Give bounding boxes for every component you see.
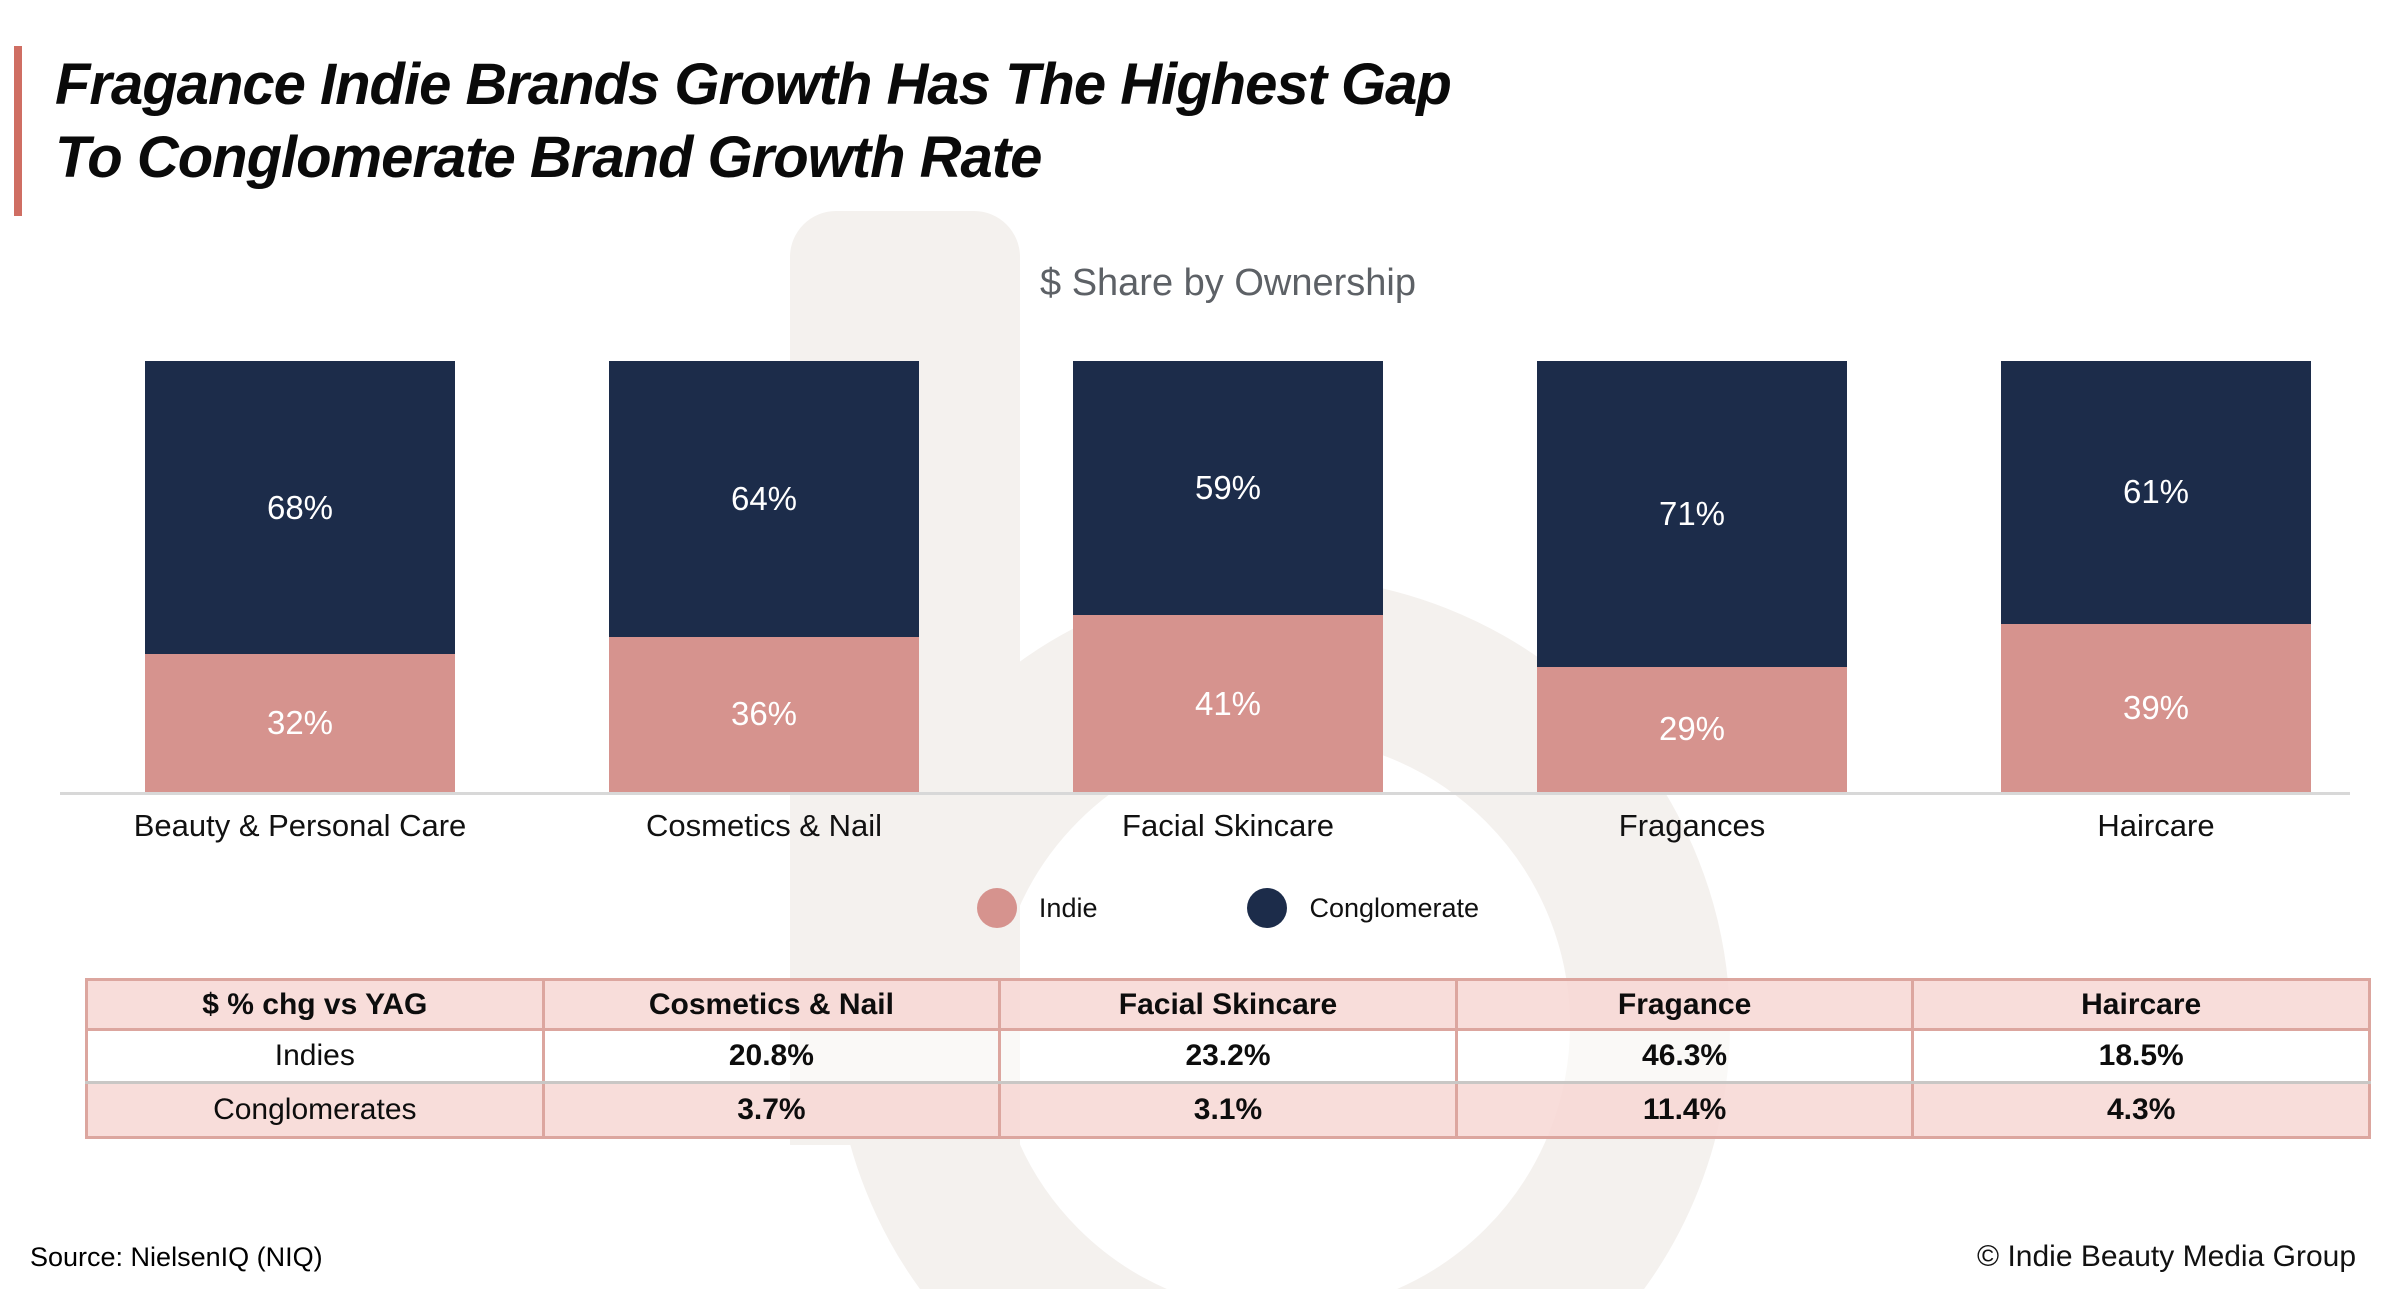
bar-segment-conglomerate: 71% <box>1537 361 1847 667</box>
legend-label-conglomerate: Conglomerate <box>1309 892 1480 923</box>
stacked-bar-3: 71% 29% <box>1537 361 1847 792</box>
legend-item-conglomerate: Conglomerate <box>1247 888 1479 928</box>
table-cell: 23.2% <box>998 1028 1458 1084</box>
bar-segment-indie: 29% <box>1537 667 1847 792</box>
page-title-line2: To Conglomerate Brand Growth Rate <box>55 125 1042 191</box>
stacked-bar-2: 59% 41% <box>1073 361 1383 792</box>
table-row-indies: Indies 20.8% 23.2% 46.3% 18.5% <box>85 1028 2371 1084</box>
table-cell: 3.1% <box>998 1081 1458 1139</box>
category-label: Beauty & Personal Care <box>133 808 467 843</box>
bar-value-label: 64% <box>730 479 798 517</box>
bar-segment-conglomerate: 59% <box>1073 361 1383 616</box>
category-labels: Beauty & Personal Care Cosmetics & Nail Fa… <box>68 808 2388 844</box>
legend: Indie Conglomerate <box>68 888 2388 928</box>
legend-swatch-conglomerate-icon <box>1247 888 1288 928</box>
bar-value-label: 59% <box>1194 469 1262 507</box>
table-header-cell: Facial Skincare <box>998 978 1458 1031</box>
chart-title: $ Share by Ownership <box>1040 262 1416 304</box>
category-label: Haircare <box>2097 808 2215 843</box>
share-by-ownership-chart: $ Share by Ownership 68% 32% 64% 36% 59% 41% 7… <box>60 262 2388 982</box>
bar-segment-conglomerate: 64% <box>609 361 919 637</box>
legend-item-indie: Indie <box>976 888 1098 928</box>
bar-segment-indie: 39% <box>2001 623 2311 792</box>
table-header-cell: Haircare <box>1911 978 2371 1031</box>
growth-table: $ % chg vs YAG Cosmetics & Nail Facial S… <box>85 978 2371 1139</box>
table-cell: 11.4% <box>1454 1081 1915 1139</box>
source-note: Source: NielsenIQ (NIQ) <box>30 1242 323 1272</box>
category-label: Cosmetics & Nail <box>646 808 882 843</box>
bar-value-label: 68% <box>266 488 334 526</box>
bar-value-label: 61% <box>2122 473 2190 511</box>
legend-swatch-indie-icon <box>976 888 1017 928</box>
category-label: Fragances <box>1618 808 1766 843</box>
bar-slot: 61% 39% <box>1924 361 2388 792</box>
table-header-cell: Fragance <box>1454 978 1915 1031</box>
table-cell: 46.3% <box>1454 1028 1915 1084</box>
bar-slot: 68% 32% <box>68 361 532 792</box>
page-title: Fragance Indie Brands Growth Has The Hig… <box>55 48 1452 194</box>
bar-segment-indie: 36% <box>609 636 919 792</box>
stacked-bar-4: 61% 39% <box>2001 361 2311 792</box>
bar-segment-indie: 32% <box>145 654 455 792</box>
row-label: Indies <box>85 1028 545 1084</box>
bar-slot: 71% 29% <box>1460 361 1924 792</box>
bar-segment-indie: 41% <box>1073 615 1383 792</box>
title-accent-bar <box>14 46 22 216</box>
x-axis-line <box>60 792 2350 795</box>
stacked-bar-1: 64% 36% <box>609 361 919 792</box>
bar-value-label: 32% <box>266 704 334 742</box>
bar-slot: 59% 41% <box>996 361 1460 792</box>
bars-container: 68% 32% 64% 36% 59% 41% 71% 29% 61% 39% <box>68 361 2388 792</box>
bar-value-label: 41% <box>1194 684 1262 722</box>
table-row-conglomerates: Conglomerates 3.7% 3.1% 11.4% 4.3% <box>85 1081 2371 1139</box>
page-title-line1: Fragance Indie Brands Growth Has The Hig… <box>55 52 1452 117</box>
table-cell: 18.5% <box>1911 1028 2371 1084</box>
row-label: Conglomerates <box>85 1081 545 1139</box>
bar-value-label: 71% <box>1658 495 1726 532</box>
bar-segment-conglomerate: 61% <box>2001 361 2311 624</box>
table-header-cell: $ % chg vs YAG <box>85 978 545 1031</box>
bar-slot: 64% 36% <box>532 361 996 792</box>
bar-value-label: 29% <box>1658 710 1726 748</box>
category-label: Facial Skincare <box>1122 808 1334 843</box>
bar-segment-conglomerate: 68% <box>145 361 455 655</box>
table-header-cell: Cosmetics & Nail <box>541 978 1002 1031</box>
stacked-bar-0: 68% 32% <box>145 361 455 792</box>
bar-value-label: 39% <box>2122 688 2190 726</box>
table-cell: 4.3% <box>1911 1081 2371 1139</box>
bar-value-label: 36% <box>730 695 798 733</box>
legend-label-indie: Indie <box>1038 892 1098 923</box>
copyright-note: © Indie Beauty Media Group <box>1977 1240 2356 1273</box>
table-header-row: $ % chg vs YAG Cosmetics & Nail Facial S… <box>85 978 2371 1031</box>
table-cell: 3.7% <box>541 1081 1002 1139</box>
table-cell: 20.8% <box>541 1028 1002 1084</box>
